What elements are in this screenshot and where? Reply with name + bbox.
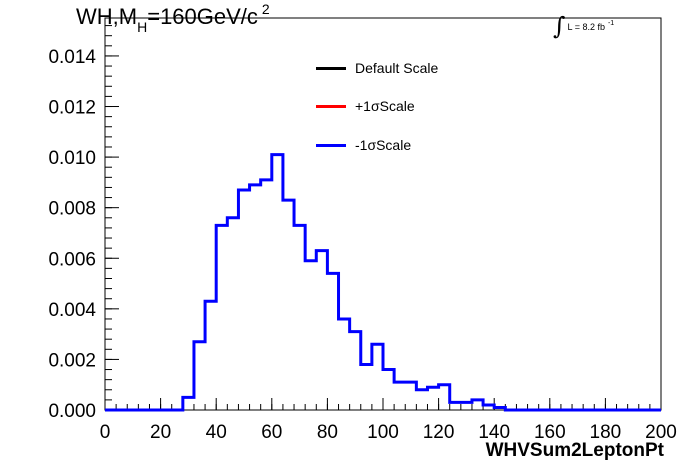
- y-tick-label: 0.010: [48, 148, 96, 169]
- legend-label-minus1sigma: -1σScale: [355, 137, 412, 153]
- luminosity-text: L = 8.2 fb: [567, 22, 605, 32]
- title-superscript: 2: [261, 1, 270, 17]
- integral-symbol: ∫: [553, 12, 566, 40]
- y-tick-label: 0.004: [48, 300, 96, 321]
- y-tick-label: 0.000: [48, 401, 96, 422]
- legend-item-minus1sigma: -1σScale: [316, 135, 411, 155]
- title-prefix: WH,M: [76, 4, 138, 29]
- chart-title: WH,MH=160GeV/c 2: [76, 1, 270, 35]
- y-tick-label: 0.008: [48, 199, 96, 220]
- legend-swatch-plus1sigma: [316, 104, 346, 108]
- y-tick-label: 0.006: [48, 249, 96, 270]
- series-group: [105, 153, 661, 412]
- x-tick-label: 120: [423, 422, 455, 443]
- title-main: =160GeV/c: [147, 4, 258, 29]
- y-tick-label: 0.014: [48, 47, 96, 68]
- legend-item-default: Default Scale: [316, 58, 438, 78]
- x-tick-label: 0: [100, 422, 111, 443]
- legend-label-plus1sigma: +1σScale: [355, 98, 415, 114]
- x-tick-label: 140: [478, 422, 510, 443]
- x-tick-label: 80: [317, 422, 338, 443]
- luminosity-label: ∫ L = 8.2 fb -1: [553, 8, 615, 40]
- legend-label-default: Default Scale: [355, 60, 439, 76]
- y-tick-label: 0.002: [48, 350, 96, 371]
- y-axis: 0.000 0.002 0.004 0.006 0.008 0.010 0.012 0.014: [48, 25, 119, 422]
- x-tick-label: 180: [590, 422, 622, 443]
- legend-swatch-minus1sigma: [316, 143, 346, 147]
- luminosity-exponent: -1: [607, 20, 615, 27]
- title-subscript: H: [137, 19, 148, 35]
- x-axis: 0 20 40 60 80 100 120 140 160 180 200: [100, 398, 677, 443]
- x-axis-title: WHVSum2LeptonPt: [485, 440, 664, 461]
- legend-swatch-default: [316, 66, 346, 70]
- x-tick-label: 40: [206, 422, 227, 443]
- histogram-series-line: [105, 153, 661, 412]
- x-tick-label: 100: [367, 422, 399, 443]
- x-tick-label: 160: [534, 422, 566, 443]
- y-tick-label: 0.012: [48, 98, 96, 119]
- legend-item-plus1sigma: +1σScale: [316, 96, 415, 116]
- x-tick-label: 200: [645, 422, 677, 443]
- x-tick-label: 20: [150, 422, 171, 443]
- x-tick-label: 60: [261, 422, 282, 443]
